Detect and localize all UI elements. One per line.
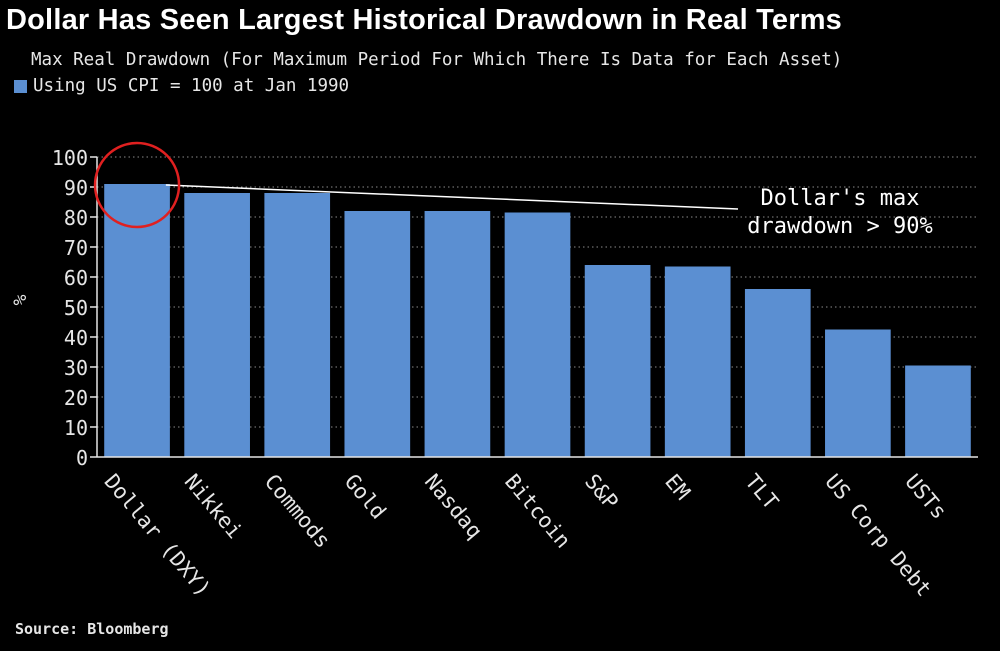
annotation: Dollar's max drawdown > 90%: [93, 141, 933, 239]
bar: [584, 265, 651, 457]
chart-title: Dollar Has Seen Largest Historical Drawd…: [6, 4, 843, 36]
y-tick-label: 20: [64, 386, 88, 410]
y-tick-label: 90: [64, 176, 88, 200]
x-tick-label: Nikkei: [180, 470, 247, 544]
x-tick-label: S&P: [580, 470, 623, 514]
legend-swatch: [14, 79, 27, 93]
bars: [104, 184, 971, 457]
bar: [504, 212, 571, 457]
x-tick-label: Gold: [340, 470, 391, 524]
y-axis-label: %: [10, 294, 31, 305]
annotation-line: [165, 184, 739, 210]
y-tick-label: 50: [64, 296, 88, 320]
chart-subtitle: Max Real Drawdown (For Maximum Period Fo…: [31, 50, 843, 70]
x-axis-labels: Dollar (DXY)Nikkei Commods Gold Nasdaq Bitco…: [100, 470, 952, 602]
bar: [825, 329, 891, 457]
bar: [344, 211, 411, 457]
bar: [664, 266, 731, 457]
bar: [424, 211, 491, 457]
y-tick-label: 30: [64, 356, 88, 380]
x-tick-label: Nasdaq: [420, 470, 487, 544]
y-tick-label: 80: [64, 206, 88, 230]
x-tick-label: EM: [660, 470, 695, 505]
x-tick-label: Bitcoin: [500, 470, 575, 553]
y-tick-label: 100: [52, 146, 88, 170]
legend-label: Using US CPI = 100 at Jan 1990: [33, 76, 350, 96]
y-tick-label: 0: [76, 446, 88, 470]
bar: [264, 193, 331, 457]
x-tick-label: TLT: [740, 470, 783, 515]
highlight-circle: [93, 141, 181, 229]
legend: Using US CPI = 100 at Jan 1990: [14, 76, 349, 96]
y-axis: 0 10 20 30 40 50 60 70 80 90 100: [52, 146, 978, 470]
source-note: Source: Bloomberg: [15, 620, 169, 638]
y-tick-label: 70: [64, 236, 88, 260]
bar: [104, 184, 170, 457]
x-tick-label: USTs: [900, 470, 951, 524]
y-tick-label: 60: [64, 266, 88, 290]
bar: [744, 289, 811, 457]
annotation-text: Dollar's max: [761, 186, 920, 211]
y-tick-label: 40: [64, 326, 88, 350]
y-tick-label: 10: [64, 416, 88, 440]
x-tick-label: Commods: [260, 470, 335, 553]
annotation-text: drawdown > 90%: [747, 214, 932, 239]
bar: [184, 193, 250, 457]
bar: [905, 365, 971, 457]
